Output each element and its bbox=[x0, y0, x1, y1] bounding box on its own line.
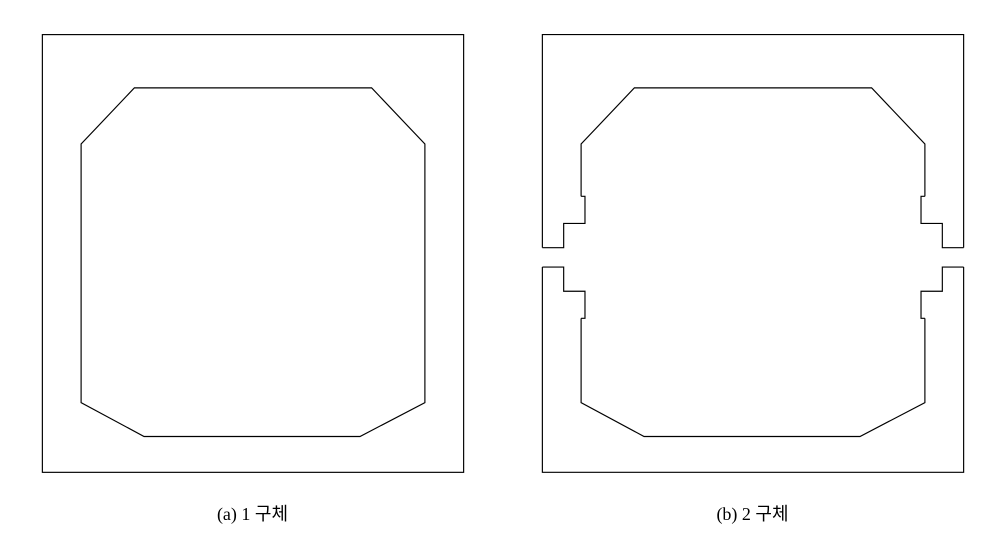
top-left-step-joint bbox=[542, 196, 585, 247]
figure-container: (a) 1 구체 (b) 2 구체 bbox=[0, 0, 1005, 526]
outer-frame bbox=[42, 35, 463, 473]
bottom-left-step-joint bbox=[542, 267, 585, 318]
top-inner-cavity bbox=[581, 88, 925, 196]
panel-a: (a) 1 구체 bbox=[23, 15, 483, 526]
panel-b: (b) 2 구체 bbox=[523, 15, 983, 526]
diagram-b-split-body bbox=[523, 15, 983, 490]
top-right-step-joint bbox=[921, 196, 964, 247]
caption-a: (a) 1 구체 bbox=[217, 500, 288, 526]
top-outer-frame bbox=[542, 35, 963, 248]
bottom-outer-frame bbox=[542, 267, 963, 472]
inner-cavity-octagon bbox=[81, 88, 425, 437]
bottom-right-step-joint bbox=[921, 267, 964, 318]
diagram-a-single-body bbox=[23, 15, 483, 490]
bottom-inner-cavity bbox=[581, 318, 925, 436]
caption-b: (b) 2 구체 bbox=[716, 500, 788, 526]
